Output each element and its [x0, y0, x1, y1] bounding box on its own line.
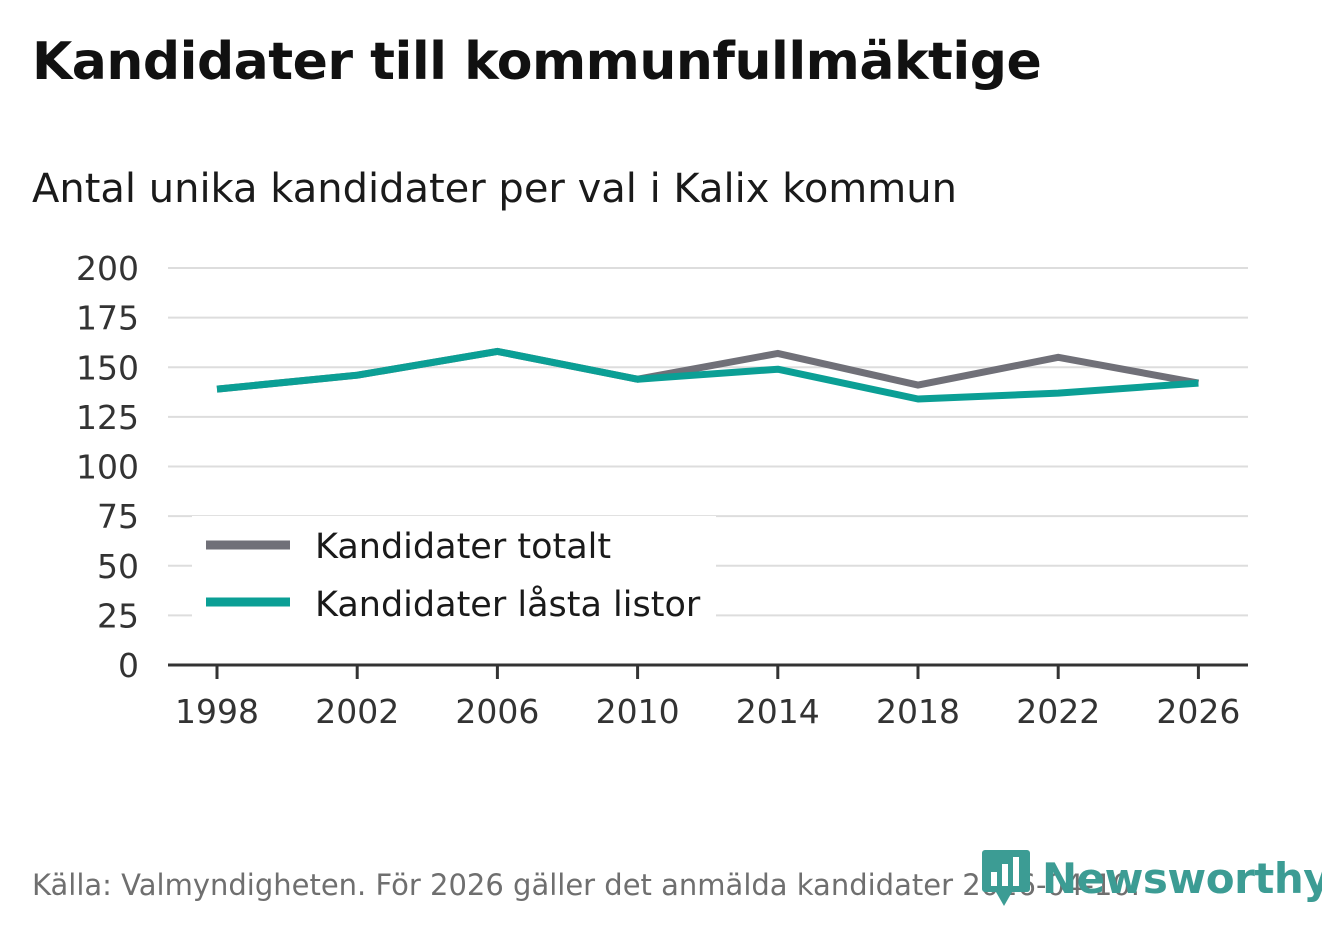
newsworthy-logo: Newsworthy	[982, 848, 1322, 908]
y-tick-label: 100	[76, 448, 139, 487]
y-tick-label: 0	[118, 646, 139, 685]
y-axis-ticks: 0 25 50 75 100 125 150 175 200	[76, 249, 139, 685]
y-tick-label: 125	[76, 398, 139, 437]
x-tick-label: 2006	[455, 692, 539, 731]
legend-background	[192, 516, 716, 634]
y-tick-label: 75	[97, 497, 139, 536]
series-line-locked	[216, 347, 1199, 403]
x-tick-label: 2014	[736, 692, 820, 731]
y-tick-label: 150	[76, 348, 139, 387]
legend-label-total: Kandidater totalt	[315, 527, 611, 567]
x-tick-label: 1998	[175, 692, 259, 731]
x-tick-label: 2018	[876, 692, 960, 731]
newsworthy-logo-icon	[982, 850, 1030, 906]
y-tick-label: 50	[97, 547, 139, 586]
chart-title: Kandidater till kommunfullmäktige	[32, 32, 1042, 92]
y-tick-label: 200	[76, 249, 139, 288]
x-tick-label: 2022	[1016, 692, 1100, 731]
x-tick-label: 2010	[596, 692, 680, 731]
chart-subtitle: Antal unika kandidater per val i Kalix k…	[32, 166, 957, 212]
gridlines	[168, 267, 1248, 667]
series-lines	[216, 347, 1200, 403]
series-line-total	[216, 347, 1200, 393]
x-tick-label: 2002	[315, 692, 399, 731]
x-tick-label: 2026	[1156, 692, 1240, 731]
legend: Kandidater totalt Kandidater låsta listo…	[192, 516, 716, 634]
newsworthy-logo-text: Newsworthy	[1042, 853, 1322, 903]
source-note: Källa: Valmyndigheten. För 2026 gäller d…	[32, 868, 1140, 902]
legend-label-locked: Kandidater låsta listor	[315, 584, 701, 625]
y-tick-label: 175	[76, 299, 139, 338]
x-axis-ticks: 1998 2002 2006 2010 2014 2018 2022 2026	[175, 665, 1240, 731]
y-tick-label: 25	[97, 596, 139, 635]
